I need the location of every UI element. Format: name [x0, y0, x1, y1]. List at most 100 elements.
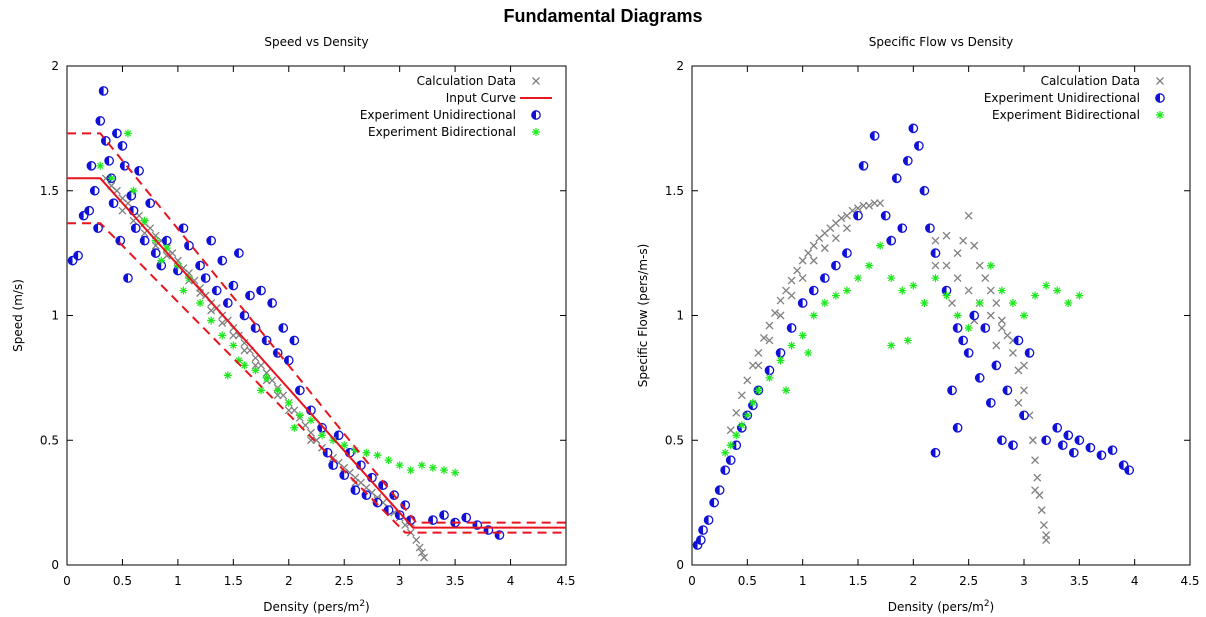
data-point	[1118, 460, 1129, 471]
data-point	[262, 373, 271, 382]
data-point	[754, 361, 763, 370]
legend-marker	[532, 128, 540, 136]
data-point	[179, 286, 188, 295]
data-point	[854, 274, 862, 283]
data-point	[1008, 440, 1018, 451]
series-experiment-unidirectional	[67, 86, 505, 540]
y-axis-label: Specific Flow (pers/m-s)	[636, 244, 650, 388]
y-tick-label: 1	[51, 309, 59, 323]
data-point	[1052, 422, 1063, 433]
data-point	[732, 408, 741, 417]
data-point	[919, 185, 930, 196]
data-point	[196, 299, 205, 308]
data-point	[696, 535, 706, 545]
data-point	[903, 336, 912, 345]
data-point	[808, 285, 819, 296]
x-tick-label: 0	[688, 574, 696, 588]
data-point	[1031, 456, 1040, 465]
data-point	[273, 386, 282, 395]
data-point	[84, 205, 95, 216]
series-experiment-unidirectional	[692, 123, 1134, 550]
data-point	[440, 466, 449, 475]
plot-area	[692, 123, 1134, 550]
data-point	[161, 235, 172, 246]
data-point	[759, 333, 768, 342]
data-point	[395, 461, 404, 470]
data-point	[720, 465, 731, 476]
data-point	[229, 341, 238, 350]
data-point	[765, 373, 774, 382]
data-point	[207, 316, 216, 325]
data-point	[776, 311, 785, 320]
y-tick-label: 0	[676, 558, 684, 572]
data-point	[902, 155, 913, 166]
data-point	[222, 298, 233, 308]
x-tick-label: 1	[799, 574, 807, 588]
data-point	[1039, 521, 1048, 530]
series-experiment-bidirectional	[721, 241, 1084, 457]
legend-marker	[1155, 93, 1165, 103]
legend-label: Experiment Bidirectional	[368, 125, 516, 139]
data-point	[876, 241, 885, 250]
data-point	[953, 311, 962, 320]
data-point	[964, 323, 973, 332]
y-tick-label: 2	[676, 59, 684, 73]
data-point	[798, 256, 807, 265]
legend-label: Calculation Data	[1041, 74, 1140, 88]
data-point	[1068, 447, 1079, 458]
data-point	[743, 376, 752, 385]
data-point	[1019, 410, 1029, 421]
data-point	[257, 386, 266, 395]
y-axis-label: Speed (m/s)	[11, 279, 25, 352]
data-point	[256, 285, 266, 296]
data-point	[997, 316, 1006, 325]
legend-marker	[1156, 111, 1164, 119]
data-point	[942, 261, 951, 270]
data-point	[461, 512, 472, 523]
data-point	[184, 240, 194, 251]
y-tick-label: 1	[676, 309, 684, 323]
data-point	[743, 411, 752, 420]
x-tick-label: 0.5	[113, 574, 132, 588]
data-point	[709, 497, 719, 508]
series-experiment-bidirectional	[96, 129, 460, 477]
data-point	[162, 251, 171, 260]
data-point	[207, 306, 216, 315]
data-point	[93, 223, 103, 234]
data-point	[837, 214, 846, 223]
data-point	[361, 490, 372, 500]
data-point	[786, 323, 797, 333]
x-tick-label: 4.5	[556, 574, 575, 588]
data-point	[117, 140, 128, 151]
y-tick-label: 1.5	[40, 184, 59, 198]
data-point	[931, 274, 940, 283]
data-point	[754, 348, 763, 357]
data-point	[1033, 473, 1042, 482]
data-point	[130, 223, 141, 234]
data-point	[771, 309, 779, 317]
data-point	[969, 310, 980, 321]
x-tick-label: 3	[396, 574, 404, 588]
data-point	[218, 319, 227, 327]
data-point	[764, 365, 775, 376]
data-point	[908, 123, 919, 134]
data-point	[200, 273, 211, 283]
legend-label: Experiment Unidirectional	[360, 108, 516, 122]
data-point	[417, 461, 426, 470]
data-point	[290, 423, 299, 432]
legend: Calculation Data Input Curve Experiment Un…	[360, 74, 552, 139]
data-point	[261, 335, 272, 346]
chart-title: Speed vs Density	[264, 35, 368, 49]
data-point	[725, 455, 736, 466]
data-point	[819, 273, 830, 283]
data-point	[930, 447, 941, 458]
data-point	[428, 463, 437, 472]
data-point	[793, 266, 802, 275]
data-point	[1063, 430, 1074, 441]
x-tick-label: 3	[1020, 574, 1028, 588]
data-point	[223, 371, 232, 380]
data-point	[245, 290, 255, 301]
data-point	[412, 536, 421, 545]
legend-label: Experiment Unidirectional	[984, 91, 1140, 105]
